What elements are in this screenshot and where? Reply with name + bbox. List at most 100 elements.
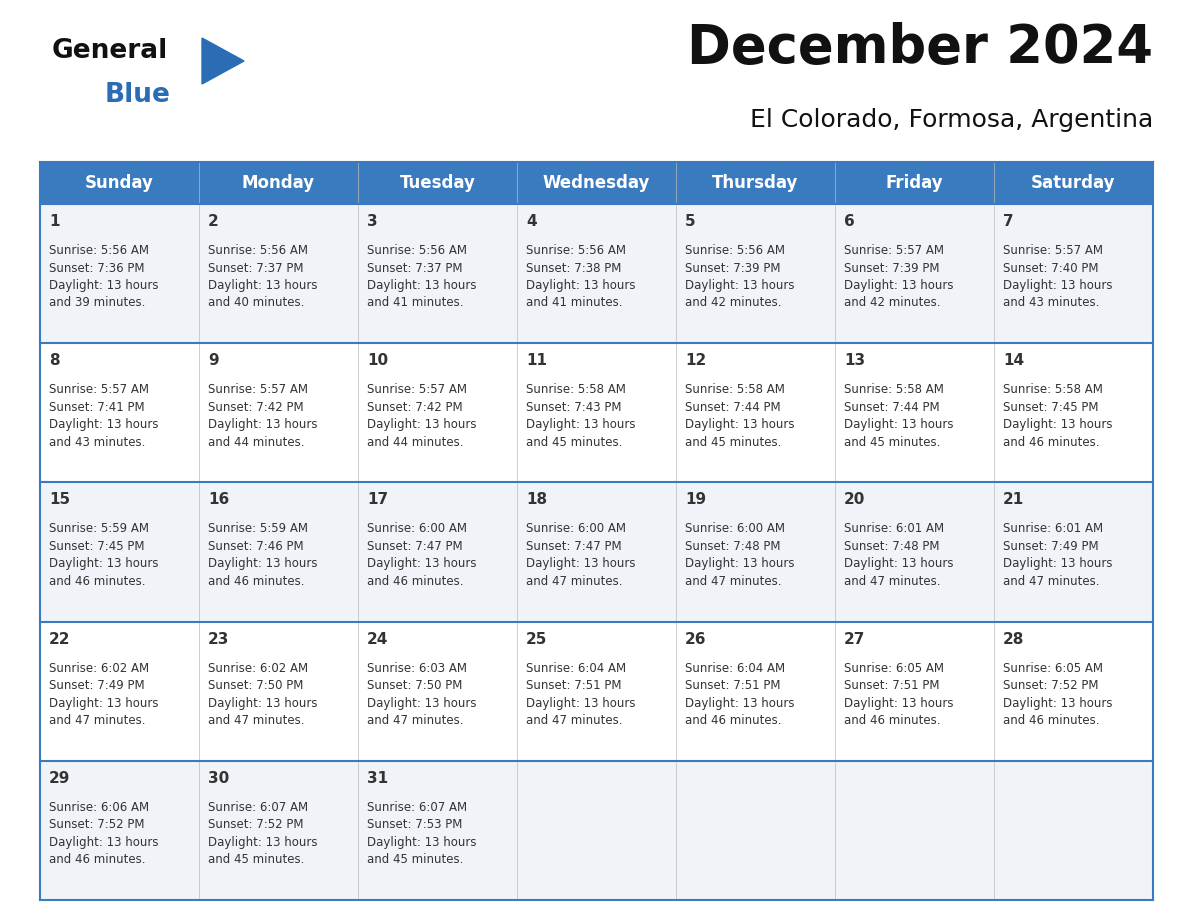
Text: Daylight: 13 hours: Daylight: 13 hours	[49, 279, 158, 292]
Text: and 47 minutes.: and 47 minutes.	[49, 714, 145, 727]
Text: Sunset: 7:45 PM: Sunset: 7:45 PM	[1003, 400, 1099, 414]
Text: Daylight: 13 hours: Daylight: 13 hours	[49, 557, 158, 570]
Bar	[517, 343, 676, 482]
Text: Sunrise: 5:56 AM: Sunrise: 5:56 AM	[208, 244, 308, 257]
Text: Daylight: 13 hours: Daylight: 13 hours	[208, 697, 317, 710]
Text: Daylight: 13 hours: Daylight: 13 hours	[685, 279, 795, 292]
Text: and 41 minutes.: and 41 minutes.	[526, 297, 623, 309]
Text: Sunset: 7:44 PM: Sunset: 7:44 PM	[685, 400, 781, 414]
Text: Sunset: 7:42 PM: Sunset: 7:42 PM	[208, 400, 304, 414]
Text: and 39 minutes.: and 39 minutes.	[49, 297, 145, 309]
Text: Sunrise: 6:04 AM: Sunrise: 6:04 AM	[526, 662, 626, 675]
Bar	[835, 761, 994, 900]
Text: Daylight: 13 hours: Daylight: 13 hours	[49, 419, 158, 431]
Text: Sunrise: 5:56 AM: Sunrise: 5:56 AM	[526, 244, 626, 257]
Text: 3: 3	[367, 214, 378, 229]
Text: and 47 minutes.: and 47 minutes.	[208, 714, 304, 727]
Text: and 46 minutes.: and 46 minutes.	[843, 714, 941, 727]
Text: Daylight: 13 hours: Daylight: 13 hours	[367, 557, 476, 570]
Text: Sunset: 7:49 PM: Sunset: 7:49 PM	[1003, 540, 1099, 553]
Text: Daylight: 13 hours: Daylight: 13 hours	[49, 697, 158, 710]
Text: Daylight: 13 hours: Daylight: 13 hours	[685, 419, 795, 431]
Text: 5: 5	[685, 214, 696, 229]
Text: Sunset: 7:36 PM: Sunset: 7:36 PM	[49, 262, 145, 274]
Bar	[517, 761, 676, 900]
Text: 26: 26	[685, 632, 707, 646]
Text: Sunrise: 6:07 AM: Sunrise: 6:07 AM	[367, 800, 467, 813]
Text: 7: 7	[1003, 214, 1013, 229]
Bar	[994, 482, 1154, 621]
Bar	[676, 343, 835, 482]
Text: Sunset: 7:52 PM: Sunset: 7:52 PM	[208, 818, 303, 832]
Text: Daylight: 13 hours: Daylight: 13 hours	[367, 697, 476, 710]
Text: Sunrise: 5:56 AM: Sunrise: 5:56 AM	[367, 244, 467, 257]
Bar	[994, 621, 1154, 761]
Text: 28: 28	[1003, 632, 1024, 646]
Text: and 44 minutes.: and 44 minutes.	[208, 436, 304, 449]
Text: 13: 13	[843, 353, 865, 368]
Text: 11: 11	[526, 353, 546, 368]
Text: 30: 30	[208, 771, 229, 786]
Text: 21: 21	[1003, 492, 1024, 508]
Text: Daylight: 13 hours: Daylight: 13 hours	[208, 419, 317, 431]
Text: Sunset: 7:39 PM: Sunset: 7:39 PM	[685, 262, 781, 274]
Text: Daylight: 13 hours: Daylight: 13 hours	[526, 419, 636, 431]
Text: and 46 minutes.: and 46 minutes.	[367, 575, 463, 588]
Text: Sunset: 7:38 PM: Sunset: 7:38 PM	[526, 262, 621, 274]
Text: Sunset: 7:53 PM: Sunset: 7:53 PM	[367, 818, 462, 832]
Text: Sunrise: 6:04 AM: Sunrise: 6:04 AM	[685, 662, 785, 675]
Bar	[835, 482, 994, 621]
Text: Sunrise: 5:57 AM: Sunrise: 5:57 AM	[208, 383, 308, 397]
Text: 16: 16	[208, 492, 229, 508]
Text: Daylight: 13 hours: Daylight: 13 hours	[49, 835, 158, 849]
Text: Sunrise: 6:07 AM: Sunrise: 6:07 AM	[208, 800, 308, 813]
Text: Sunset: 7:51 PM: Sunset: 7:51 PM	[526, 679, 621, 692]
Text: General: General	[52, 38, 169, 64]
Text: and 46 minutes.: and 46 minutes.	[1003, 714, 1100, 727]
Text: Daylight: 13 hours: Daylight: 13 hours	[843, 697, 954, 710]
Text: and 46 minutes.: and 46 minutes.	[49, 575, 145, 588]
Text: Sunset: 7:39 PM: Sunset: 7:39 PM	[843, 262, 940, 274]
Text: Sunrise: 5:57 AM: Sunrise: 5:57 AM	[843, 244, 944, 257]
Bar	[358, 343, 517, 482]
Polygon shape	[202, 38, 244, 84]
Text: 6: 6	[843, 214, 854, 229]
Text: and 42 minutes.: and 42 minutes.	[843, 297, 941, 309]
Text: and 46 minutes.: and 46 minutes.	[208, 575, 304, 588]
Text: Sunrise: 5:59 AM: Sunrise: 5:59 AM	[49, 522, 148, 535]
Text: and 46 minutes.: and 46 minutes.	[685, 714, 782, 727]
Text: Sunrise: 6:00 AM: Sunrise: 6:00 AM	[526, 522, 626, 535]
Text: Sunrise: 6:01 AM: Sunrise: 6:01 AM	[1003, 522, 1104, 535]
Text: and 43 minutes.: and 43 minutes.	[1003, 297, 1099, 309]
Bar	[994, 761, 1154, 900]
Bar	[358, 204, 517, 343]
Text: Sunset: 7:51 PM: Sunset: 7:51 PM	[843, 679, 940, 692]
Text: 31: 31	[367, 771, 388, 786]
Text: Daylight: 13 hours: Daylight: 13 hours	[685, 557, 795, 570]
Text: and 47 minutes.: and 47 minutes.	[1003, 575, 1100, 588]
Bar	[517, 204, 676, 343]
Text: Sunrise: 5:57 AM: Sunrise: 5:57 AM	[49, 383, 148, 397]
Bar	[994, 204, 1154, 343]
Text: Thursday: Thursday	[713, 174, 798, 192]
Text: Friday: Friday	[886, 174, 943, 192]
Text: and 46 minutes.: and 46 minutes.	[1003, 436, 1100, 449]
Text: and 43 minutes.: and 43 minutes.	[49, 436, 145, 449]
Bar	[517, 621, 676, 761]
Bar	[40, 343, 200, 482]
Text: El Colorado, Formosa, Argentina: El Colorado, Formosa, Argentina	[750, 108, 1154, 132]
Bar	[358, 482, 517, 621]
Text: 9: 9	[208, 353, 219, 368]
Text: Sunrise: 6:02 AM: Sunrise: 6:02 AM	[49, 662, 150, 675]
Text: Wednesday: Wednesday	[543, 174, 650, 192]
Text: Sunset: 7:44 PM: Sunset: 7:44 PM	[843, 400, 940, 414]
Bar	[358, 761, 517, 900]
Text: Sunrise: 6:05 AM: Sunrise: 6:05 AM	[1003, 662, 1102, 675]
Text: Sunset: 7:47 PM: Sunset: 7:47 PM	[526, 540, 621, 553]
Text: Sunset: 7:47 PM: Sunset: 7:47 PM	[367, 540, 462, 553]
Text: Daylight: 13 hours: Daylight: 13 hours	[208, 557, 317, 570]
Text: and 47 minutes.: and 47 minutes.	[367, 714, 463, 727]
Text: Blue: Blue	[105, 82, 171, 108]
Text: Sunrise: 5:59 AM: Sunrise: 5:59 AM	[208, 522, 308, 535]
Text: Sunrise: 6:00 AM: Sunrise: 6:00 AM	[367, 522, 467, 535]
